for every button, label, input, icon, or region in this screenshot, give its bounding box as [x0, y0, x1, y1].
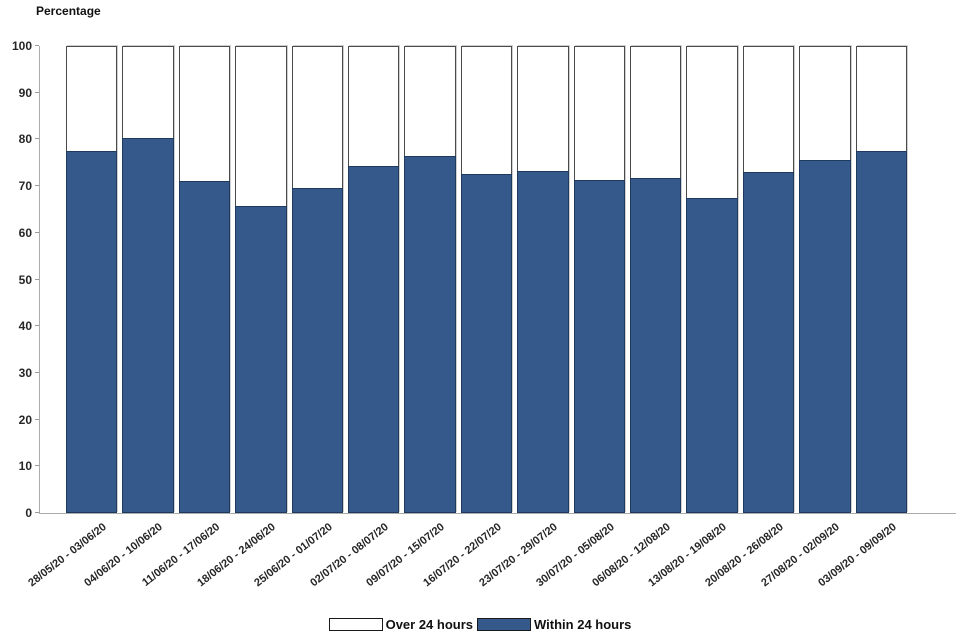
legend-label-within-24-hours: Within 24 hours [534, 617, 632, 632]
y-tick-label: 10 [18, 459, 32, 474]
y-tick-label: 50 [18, 272, 32, 287]
bar-segment-within-24-hours [348, 165, 400, 513]
y-tick-label: 90 [18, 85, 32, 100]
bar-segment-over-24-hours [178, 46, 231, 182]
bar-column [742, 46, 795, 513]
bar-segment-over-24-hours [799, 46, 851, 161]
bar-segment-within-24-hours [404, 155, 456, 513]
y-tick-mark [35, 418, 39, 420]
bar-column [178, 46, 231, 513]
y-tick-label: 30 [18, 365, 32, 380]
y-tick-mark [35, 91, 39, 93]
y-tick-label: 0 [25, 506, 32, 520]
y-tick-mark [35, 185, 39, 187]
bar-segment-within-24-hours [630, 178, 682, 513]
bar-segment-over-24-hours [235, 46, 287, 206]
bar-segment-within-24-hours [66, 150, 118, 513]
bar-segment-over-24-hours [517, 46, 569, 171]
bar-column [348, 46, 400, 513]
bar-segment-over-24-hours [291, 46, 344, 188]
y-tick-label: 60 [18, 225, 32, 240]
bar-segment-over-24-hours [66, 46, 118, 151]
legend: Over 24 hours Within 24 hours [0, 617, 960, 632]
bar-column [517, 46, 569, 513]
bar-segment-over-24-hours [630, 46, 682, 179]
bar-column [404, 46, 456, 513]
bar-segment-over-24-hours [573, 46, 626, 180]
bar-column [630, 46, 682, 513]
bar-segment-within-24-hours [291, 187, 344, 513]
y-tick-mark [35, 231, 39, 233]
bar-segment-over-24-hours [855, 46, 908, 151]
bar-segment-over-24-hours [742, 46, 795, 172]
y-tick-label: 40 [18, 319, 32, 334]
bar-segment-within-24-hours [799, 160, 851, 513]
bar-segment-within-24-hours [460, 174, 513, 513]
bar-segment-within-24-hours [517, 170, 569, 513]
legend-item-within-24-hours: Within 24 hours [477, 617, 631, 632]
bar-segment-over-24-hours [686, 46, 738, 199]
y-tick-label: 70 [18, 179, 32, 194]
bar-segment-within-24-hours [235, 205, 287, 513]
legend-swatch-over-24-hours [328, 618, 383, 631]
plot-area: 0 10 20 30 40 50 60 70 80 90 100 [12, 40, 956, 519]
bar-segment-within-24-hours [742, 171, 795, 513]
bars-container [66, 46, 908, 513]
y-tick-label: 20 [18, 412, 32, 427]
bar-column [235, 46, 287, 513]
y-tick-label: 100 [11, 39, 32, 53]
bar-segment-over-24-hours [122, 46, 174, 138]
bar-column [66, 46, 118, 513]
bar-segment-within-24-hours [855, 150, 908, 513]
bar-segment-within-24-hours [178, 181, 231, 513]
y-tick-mark [35, 371, 39, 373]
y-tick-mark [35, 512, 39, 513]
legend-swatch-within-24-hours [477, 618, 532, 631]
bar-column [122, 46, 174, 513]
y-tick-mark [35, 465, 39, 467]
y-axis-title: Percentage [36, 4, 101, 18]
bar-segment-over-24-hours [348, 46, 400, 166]
bar-segment-within-24-hours [573, 179, 626, 513]
bar-column [573, 46, 626, 513]
y-tick-mark [35, 278, 39, 280]
bar-segment-over-24-hours [404, 46, 456, 156]
bar-column [460, 46, 513, 513]
bar-column [291, 46, 344, 513]
y-tick-mark [35, 138, 39, 140]
y-tick-mark [35, 45, 39, 46]
y-tick-label: 80 [18, 132, 32, 147]
bar-segment-within-24-hours [122, 137, 174, 513]
legend-label-over-24-hours: Over 24 hours [385, 617, 474, 632]
bar-segment-over-24-hours [460, 46, 513, 175]
bar-column [855, 46, 908, 513]
bar-column [686, 46, 738, 513]
bar-column [799, 46, 851, 513]
y-tick-mark [35, 325, 39, 327]
bar-segment-within-24-hours [686, 198, 738, 513]
legend-item-over-24-hours: Over 24 hours [328, 617, 474, 632]
